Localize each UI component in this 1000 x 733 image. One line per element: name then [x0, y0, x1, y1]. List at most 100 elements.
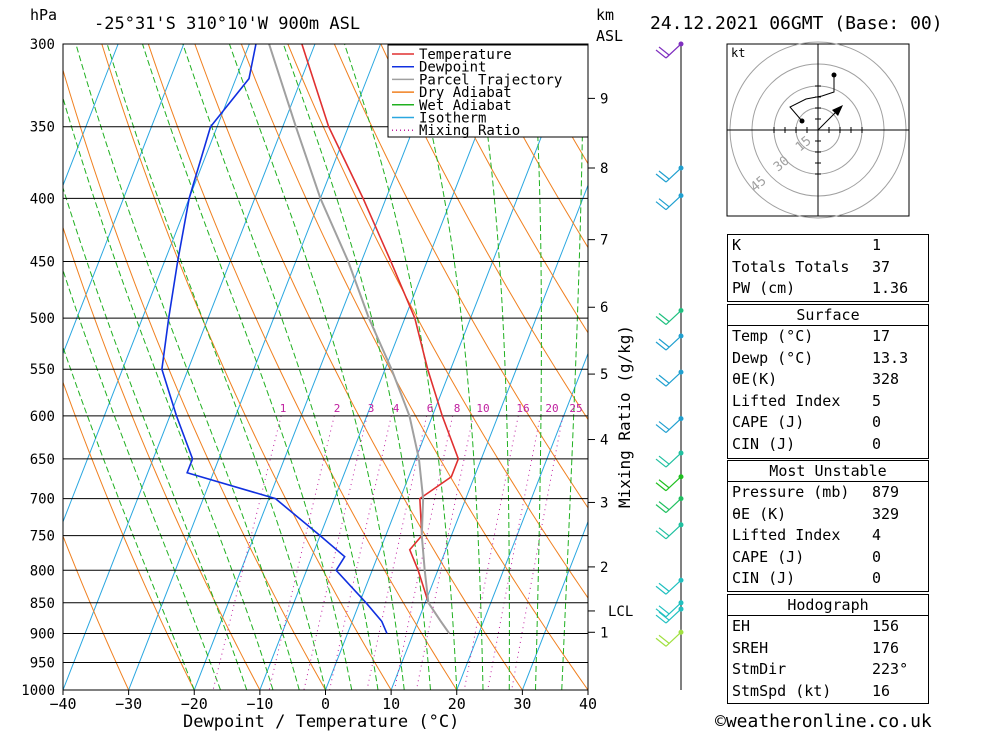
mixing-ratio-axis-title: Mixing Ratio (g/kg) [615, 325, 634, 508]
pressure-tick-label: 450 [30, 255, 55, 271]
mixing-ratio-label: 25 [569, 402, 582, 415]
row-label: StmSpd (kt) [732, 681, 832, 700]
pressure-tick-label: 850 [30, 596, 55, 612]
row-value: 156 [872, 617, 900, 635]
dry-adiabat-line [194, 44, 523, 690]
legend-label: Isotherm [419, 111, 486, 127]
legend-label: Mixing Ratio [419, 123, 520, 139]
legend-label: Temperature [419, 47, 512, 63]
row-value: 223° [872, 660, 909, 678]
row-value: 328 [872, 370, 900, 388]
pressure-tick-label: 500 [30, 311, 55, 327]
wind-barb [655, 43, 682, 59]
pressure-tick-label: 1000 [21, 683, 55, 699]
isotherm-line [259, 44, 513, 690]
wind-barb [655, 631, 682, 647]
mixing-ratio-line [268, 415, 335, 690]
table-row: Lifted Index 4 [728, 525, 928, 547]
mixing-ratio-label: 3 [368, 402, 375, 415]
wind-barb [655, 310, 682, 325]
isotherm-line [63, 44, 316, 690]
dewpoint-line [161, 44, 388, 634]
wind-barb [655, 371, 682, 387]
wet-adiabat-line [344, 44, 458, 690]
dry-adiabat-line [380, 44, 588, 421]
mixing-ratio-label: 16 [516, 402, 529, 415]
x-tick-label: −40 [49, 695, 76, 713]
k-value: 1 [872, 236, 882, 254]
wind-barb [655, 335, 682, 351]
wind-barb [655, 602, 682, 618]
km-tick-label: LCL [608, 604, 633, 620]
x-axis-title: Dewpoint / Temperature (°C) [183, 712, 459, 732]
parcel-trajectory-line [268, 44, 451, 635]
table-row: Dewp (°C) 13.3 [728, 348, 928, 370]
row-label: θE (K) [732, 504, 787, 523]
dry-adiabat-line [985, 44, 1000, 690]
wind-barb [655, 498, 682, 514]
copyright-text: ©weatheronline.co.uk [715, 711, 932, 732]
indices-table: K 1 Totals Totals 37 PW (cm) 1.36 [727, 234, 929, 302]
x-tick-label: −30 [115, 695, 142, 713]
km-tick-label: 9 [600, 91, 608, 107]
pressure-tick-label: 300 [30, 37, 55, 53]
x-tick-label: 30 [513, 695, 531, 713]
surface-table: Surface Temp (°C) 17 Dewp (°C) 13.3 θE(K) 328… [727, 304, 929, 459]
isotherm-line [128, 44, 382, 690]
dry-adiabat-line [240, 44, 588, 690]
row-value: 0 [872, 413, 882, 431]
legend-label: Dry Adiabat [419, 85, 512, 101]
wet-adiabat-line [474, 44, 510, 690]
mixing-ratio-label: 6 [427, 402, 434, 415]
km-tick-label: 7 [600, 233, 608, 249]
wet-adiabat-line [106, 44, 326, 690]
wind-barb [655, 579, 682, 595]
x-tick-label: −10 [246, 695, 273, 713]
dry-adiabat-line [426, 44, 588, 334]
x-tick-label: 20 [448, 695, 466, 713]
row-value: 16 [872, 681, 891, 700]
dry-adiabat-line [939, 44, 1000, 690]
row-label: StmDir [732, 660, 787, 678]
hodograph-table: Hodograph EH 156 SREH 176 StmDir 223° StmSpd (… [727, 594, 929, 704]
mixing-ratio-label: 2 [334, 402, 341, 415]
wind-barb [655, 476, 682, 492]
table-row: CIN (J) 0 [728, 568, 928, 590]
table-row: CAPE (J) 0 [728, 412, 928, 434]
location-title: -25°31'S 310°10'W 900m ASL [94, 14, 360, 34]
hodograph-table-title: Hodograph [728, 595, 928, 616]
wet-adiabat-line [282, 44, 431, 690]
most-unstable-title: Most Unstable [728, 461, 928, 482]
mixing-ratio-label: 1 [280, 402, 287, 415]
wet-adiabat-line [561, 44, 584, 690]
plot-frame [62, 43, 589, 691]
mixing-ratio-label: 10 [476, 402, 489, 415]
wet-adiabat-line [63, 96, 274, 690]
row-label: CIN (J) [732, 434, 796, 453]
row-value: 4 [872, 526, 882, 544]
isotherm-line [325, 44, 578, 690]
km-tick-label: 8 [600, 161, 608, 177]
wind-barb [655, 608, 682, 624]
mixing-ratio-label: 20 [545, 402, 558, 415]
dry-adiabat-line [333, 44, 588, 509]
k-label: K [732, 236, 742, 254]
km-label: km [596, 6, 614, 24]
hodograph-start-dot [799, 118, 805, 124]
wet-adiabat-line [532, 44, 542, 690]
km-tick-label: 4 [600, 433, 608, 449]
pressure-tick-label: 750 [30, 529, 55, 545]
wet-adiabat-line [75, 44, 300, 690]
row-label: Pressure (mb) [732, 483, 850, 501]
row-label: CIN (J) [732, 569, 796, 587]
row-value: 0 [872, 434, 882, 453]
pressure-tick-label: 400 [30, 191, 55, 207]
dry-adiabat-line [473, 44, 588, 249]
row-value: 0 [872, 547, 882, 566]
table-row: θE(K) 328 [728, 369, 928, 391]
pressure-unit-label: hPa [30, 6, 57, 24]
table-row: Pressure (mb) 879 [728, 482, 928, 504]
pressure-tick-label: 600 [30, 409, 55, 425]
x-tick-label: −20 [181, 695, 208, 713]
